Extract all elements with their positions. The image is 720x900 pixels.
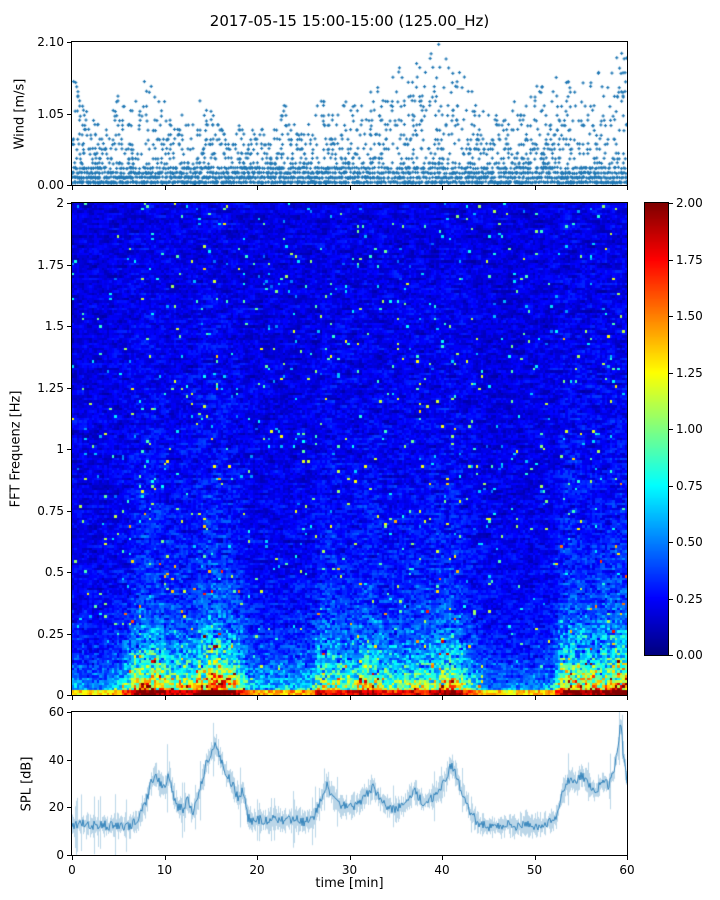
x-tick-label: 50 (526, 863, 543, 877)
tick-mark (67, 185, 71, 186)
y-tick-label: 1.05 (37, 106, 64, 121)
tick-mark (72, 856, 73, 860)
y-tick-label: 1.75 (37, 257, 64, 272)
tick-mark (669, 203, 673, 204)
colorbar-tick-label: 0.75 (676, 478, 703, 493)
y-tick-label: 2.10 (37, 35, 64, 49)
tick-mark (67, 855, 71, 856)
colorbar-tick-label: 1.50 (676, 309, 703, 323)
x-tick-label: 60 (619, 863, 635, 877)
x-tick-label: 40 (434, 863, 450, 877)
tick-mark (669, 429, 673, 430)
y-tick-label: 0.5 (44, 565, 64, 579)
tick-mark (349, 856, 351, 860)
tick-mark (164, 696, 166, 700)
tick-mark (67, 759, 71, 761)
tick-mark (67, 695, 71, 696)
y-tick-label: 0 (56, 688, 64, 702)
spectrogram-canvas (71, 202, 628, 696)
tick-mark (257, 696, 258, 700)
tick-mark (67, 807, 71, 809)
tick-mark (164, 856, 166, 860)
colorbar-tick-label: 1.00 (676, 422, 703, 436)
tick-mark (72, 186, 73, 190)
tick-mark (627, 186, 628, 190)
time-x-axis-label: time [min] (315, 876, 384, 891)
colorbar-tick-label: 0.00 (676, 648, 703, 662)
tick-mark (257, 186, 258, 190)
tick-mark (257, 856, 258, 860)
tick-mark (72, 696, 73, 700)
y-tick-label: 0.75 (37, 503, 64, 518)
tick-mark (442, 856, 443, 860)
tick-mark (669, 598, 673, 600)
x-tick-label: 20 (249, 863, 265, 877)
colorbar-tick-label: 1.25 (676, 365, 703, 380)
tick-mark (67, 712, 71, 713)
wind-y-axis-label: Wind [m/s] (12, 78, 28, 149)
tick-mark (67, 449, 71, 450)
figure-title: 2017-05-15 15:00-15:00 (125.00_Hz) (209, 12, 490, 30)
x-tick-label: 0 (68, 863, 76, 877)
y-tick-label: 0 (56, 848, 64, 862)
tick-mark (442, 696, 443, 700)
y-tick-label: 20 (48, 800, 64, 815)
spl-y-axis-label: SPL [dB] (19, 756, 35, 811)
tick-mark (669, 316, 673, 317)
tick-mark (67, 264, 71, 266)
y-tick-label: 40 (48, 752, 64, 767)
y-tick-label: 2 (56, 196, 64, 210)
colorbar-tick-label: 0.25 (676, 591, 703, 606)
tick-mark (164, 186, 166, 190)
colorbar-tick-label: 1.75 (676, 252, 703, 267)
tick-mark (67, 326, 71, 327)
tick-mark (67, 203, 71, 204)
tick-mark (67, 387, 71, 389)
tick-mark (534, 696, 536, 700)
tick-mark (627, 696, 628, 700)
tick-mark (627, 856, 628, 860)
tick-mark (669, 259, 673, 261)
x-tick-label: 30 (341, 863, 358, 877)
tick-mark (669, 372, 673, 374)
x-tick-label: 10 (156, 863, 173, 877)
y-tick-label: 1.5 (44, 319, 64, 333)
tick-mark (669, 655, 673, 656)
y-tick-label: 1.25 (37, 380, 64, 395)
fft-frequency-y-axis-label: FFT Frequenz [Hz] (8, 390, 24, 508)
tick-mark (442, 186, 443, 190)
spl-line-canvas (71, 711, 628, 856)
tick-mark (67, 113, 71, 115)
colorbar-tick-label: 0.50 (676, 535, 703, 549)
wind-scatter-canvas (71, 41, 628, 186)
tick-mark (669, 485, 673, 487)
tick-mark (349, 186, 351, 190)
tick-mark (67, 633, 71, 635)
y-tick-label: 60 (48, 705, 64, 719)
y-tick-label: 0.00 (37, 178, 64, 192)
tick-mark (534, 856, 536, 860)
tick-mark (349, 696, 351, 700)
tick-mark (669, 542, 673, 543)
colorbar-tick-label: 2.00 (676, 196, 703, 210)
y-tick-label: 0.25 (37, 626, 64, 641)
tick-mark (67, 572, 71, 573)
y-tick-label: 1 (56, 442, 64, 456)
tick-mark (67, 42, 71, 43)
tick-mark (534, 186, 536, 190)
tick-mark (67, 510, 71, 512)
colorbar-canvas (644, 202, 669, 656)
